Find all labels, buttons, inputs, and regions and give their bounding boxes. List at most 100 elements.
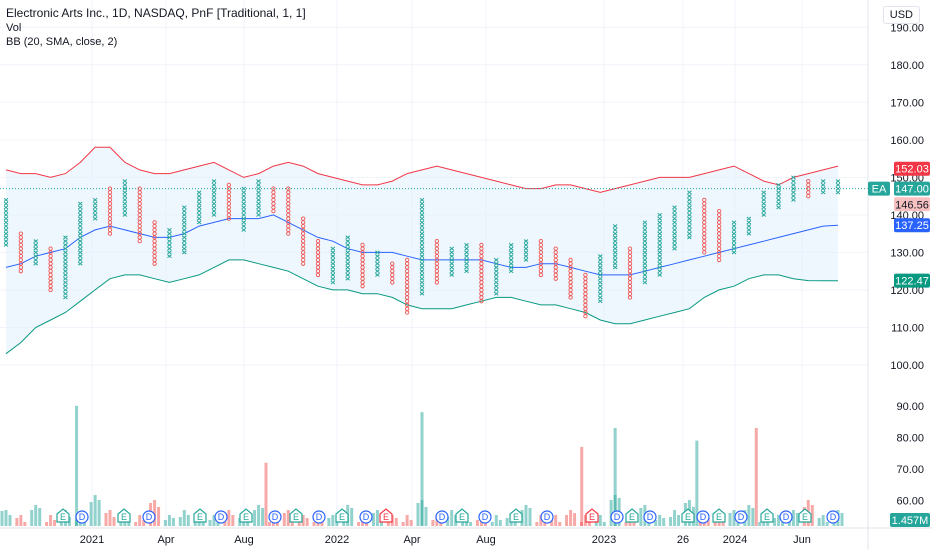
earnings-marker[interactable]: E: [117, 508, 131, 523]
price-tick-label: 190.00: [890, 22, 924, 34]
dividend-marker[interactable]: D: [312, 510, 326, 524]
volume-bar: [550, 518, 554, 526]
dividend-marker[interactable]: D: [359, 510, 373, 524]
x-box: [77, 231, 83, 236]
currency-button[interactable]: USD: [882, 6, 920, 24]
dividend-marker[interactable]: D: [779, 510, 793, 524]
x-box: [345, 242, 351, 247]
x-box: [345, 269, 351, 274]
volume-bar: [97, 500, 101, 526]
time-tick-label: Aug: [234, 534, 254, 546]
x-box: [211, 197, 217, 202]
o-box: [226, 182, 232, 188]
x-box: [419, 220, 425, 225]
lower-bb-badge-bg: [894, 273, 930, 288]
dividend-marker[interactable]: D: [643, 510, 657, 524]
x-box: [3, 231, 9, 236]
volume-spike: [754, 427, 758, 526]
volume-bar: [732, 510, 736, 526]
x-box: [761, 209, 767, 214]
x-box: [464, 269, 469, 274]
volume-bar: [38, 508, 42, 526]
volume-bar: [23, 522, 27, 526]
last-price-badge-text: 147.00: [895, 184, 929, 196]
dividend-marker[interactable]: D: [734, 510, 748, 524]
earnings-marker[interactable]: E: [56, 508, 70, 523]
dividend-marker[interactable]: D: [478, 510, 492, 524]
volume-spike: [613, 427, 617, 526]
x-box: [3, 242, 9, 247]
earnings-marker[interactable]: E: [289, 508, 303, 523]
x-box: [92, 201, 98, 206]
event-label: E: [685, 512, 691, 522]
pnf-column: [18, 231, 24, 274]
earnings-marker[interactable]: E: [379, 508, 393, 523]
earnings-marker[interactable]: E: [509, 508, 523, 523]
lower-bb-badge-text: 122.47: [895, 276, 929, 288]
volume-bar: [267, 522, 271, 526]
dividend-marker[interactable]: D: [610, 510, 624, 524]
x-box: [449, 261, 455, 266]
volume-bar: [781, 522, 785, 526]
o-box: [286, 186, 291, 191]
o-box: [583, 272, 588, 278]
dividend-marker[interactable]: D: [540, 510, 554, 524]
earnings-marker[interactable]: E: [585, 508, 599, 523]
dividend-marker[interactable]: D: [268, 510, 282, 524]
bb-legend[interactable]: BB (20, SMA, close, 2): [6, 36, 118, 48]
x-box: [419, 235, 425, 240]
earnings-marker[interactable]: E: [760, 508, 774, 523]
x-box: [211, 194, 217, 199]
volume-tick-label: 90.00: [896, 401, 924, 413]
x-box: [181, 235, 187, 240]
o-box: [404, 257, 410, 263]
x-box: [196, 201, 202, 206]
volume-bar: [654, 520, 658, 526]
x-box: [776, 186, 781, 191]
volume-bar: [424, 507, 428, 526]
event-label: E: [243, 512, 249, 522]
earnings-shape: [625, 508, 639, 523]
earnings-marker[interactable]: E: [681, 508, 695, 523]
x-box: [256, 209, 261, 214]
volume-bar: [227, 510, 231, 526]
volume-bar: [639, 508, 643, 526]
volume-bar: [524, 505, 528, 526]
time-tick-label: 2022: [325, 534, 349, 546]
x-box: [419, 205, 425, 210]
dividend-marker[interactable]: D: [826, 510, 840, 524]
dividend-marker[interactable]: D: [435, 510, 449, 524]
x-box: [597, 299, 603, 304]
x-box: [375, 272, 380, 277]
volume-bar: [751, 508, 755, 526]
dividend-marker[interactable]: D: [142, 510, 156, 524]
x-box: [687, 220, 692, 225]
earnings-marker[interactable]: E: [335, 508, 349, 523]
x-box: [835, 186, 841, 191]
pnf-column: [3, 197, 9, 247]
dividend-marker[interactable]: D: [696, 510, 710, 524]
earnings-marker[interactable]: E: [193, 508, 207, 523]
earnings-marker[interactable]: E: [712, 508, 726, 523]
x-box: [419, 209, 425, 214]
dividend-marker[interactable]: D: [214, 510, 228, 524]
vol-legend[interactable]: Vol: [6, 22, 22, 34]
x-box: [167, 239, 172, 244]
earnings-marker[interactable]: E: [798, 508, 812, 523]
event-label: E: [513, 512, 519, 522]
earnings-marker[interactable]: E: [455, 508, 469, 523]
earnings-marker[interactable]: E: [239, 508, 253, 523]
volume-bars: [0, 405, 844, 526]
x-box: [181, 212, 187, 217]
dividend-marker[interactable]: D: [75, 510, 89, 524]
volume-badge-text: 1.457M: [892, 515, 929, 527]
x-box: [642, 242, 648, 247]
x-box: [672, 216, 677, 221]
last-price-badge: 147.00: [894, 181, 930, 196]
earnings-marker[interactable]: E: [625, 508, 639, 523]
x-box: [63, 257, 68, 262]
x-box: [63, 272, 68, 277]
x-box: [330, 246, 336, 251]
